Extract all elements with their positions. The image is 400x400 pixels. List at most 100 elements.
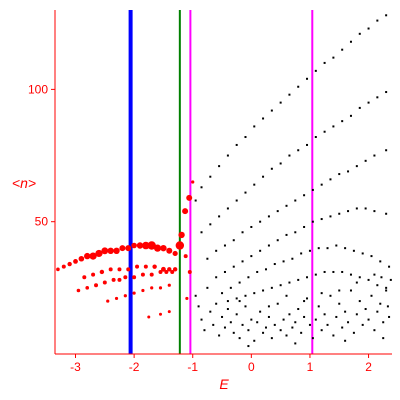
black-point (285, 233, 288, 236)
red-point (102, 280, 107, 285)
y-axis-label: <n> (12, 175, 36, 191)
vertical-lines (128, 10, 314, 354)
x-tick-label: -3 (70, 360, 81, 374)
black-point (338, 173, 341, 176)
red-point (84, 252, 91, 260)
black-point (358, 300, 361, 303)
red-point (85, 286, 90, 290)
black-point (294, 342, 297, 345)
red-point (117, 277, 122, 282)
black-point (349, 273, 352, 276)
black-point (341, 48, 344, 51)
black-point (244, 191, 247, 194)
black-point (311, 337, 314, 340)
x-axis-label: E (219, 376, 229, 392)
black-point (385, 286, 388, 289)
red-point (132, 275, 137, 280)
black-point (276, 210, 279, 213)
x-tick-label: 1 (307, 360, 314, 374)
black-point (379, 302, 382, 305)
black-point (229, 321, 232, 324)
black-point (306, 77, 309, 80)
black-point (209, 175, 212, 178)
black-point (300, 252, 303, 255)
black-point (323, 270, 326, 273)
red-point (123, 294, 127, 298)
black-point (317, 305, 320, 308)
black-point (386, 305, 389, 308)
black-point (223, 244, 226, 247)
black-point (311, 220, 314, 223)
black-point (376, 96, 379, 99)
red-point (119, 245, 126, 252)
red-point (186, 194, 193, 201)
black-point (355, 165, 358, 168)
black-point (306, 276, 309, 279)
red-point (89, 252, 97, 260)
black-point (385, 91, 388, 94)
black-point (218, 215, 221, 218)
black-point (376, 284, 379, 287)
black-point (221, 292, 224, 295)
red-point (191, 180, 195, 184)
black-point (355, 281, 358, 284)
black-point (388, 315, 391, 318)
black-point (314, 136, 317, 139)
red-point (140, 272, 145, 277)
red-point (125, 245, 132, 252)
black-point (262, 175, 265, 178)
black-point (282, 260, 285, 263)
black-point (367, 278, 370, 281)
black-point (323, 61, 326, 64)
black-point (235, 297, 238, 300)
black-point (361, 252, 364, 255)
black-point (338, 289, 341, 292)
black-point (223, 270, 226, 273)
black-point (332, 270, 335, 273)
black-point (267, 244, 270, 247)
red-point (113, 247, 120, 254)
x-tick-label: 2 (365, 360, 372, 374)
black-point (300, 331, 303, 334)
red-point (149, 272, 154, 277)
red-point (178, 231, 185, 239)
black-point (355, 207, 358, 210)
red-point (158, 286, 163, 290)
black-point (297, 85, 300, 88)
black-point (262, 331, 265, 334)
black-point (355, 313, 358, 316)
red-point (185, 296, 189, 301)
black-point (226, 308, 229, 311)
black-point (256, 321, 259, 324)
red-point (143, 264, 148, 269)
black-point (194, 199, 197, 202)
red-point (67, 261, 72, 267)
black-point (361, 323, 364, 326)
black-point (253, 183, 256, 186)
black-point (347, 321, 350, 324)
black-point (241, 260, 244, 263)
black-point (344, 247, 347, 250)
red-point (56, 267, 60, 272)
red-point (147, 315, 151, 319)
black-point (250, 255, 253, 258)
black-point (226, 207, 229, 210)
black-point (212, 323, 215, 326)
red-point (150, 286, 154, 290)
black-point (376, 19, 379, 22)
black-point (388, 265, 391, 268)
black-point (303, 315, 306, 318)
red-point (170, 269, 175, 274)
black-point (215, 276, 218, 279)
black-point (232, 265, 235, 268)
black-point (279, 162, 282, 165)
black-point (320, 292, 323, 295)
black-point (194, 294, 197, 297)
red-point (101, 247, 109, 255)
black-point (338, 212, 341, 215)
red-point (76, 288, 81, 293)
black-point (232, 331, 235, 334)
black-point (259, 249, 262, 252)
black-point (206, 257, 209, 260)
red-point (99, 269, 105, 275)
